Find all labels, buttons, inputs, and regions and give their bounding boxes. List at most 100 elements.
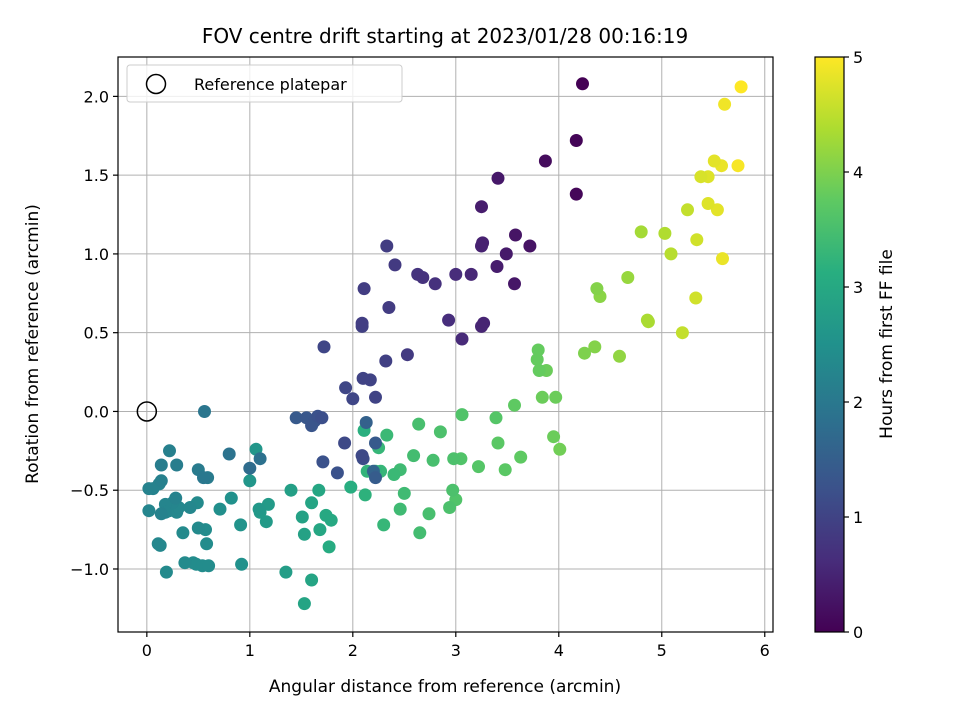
- data-point: [317, 340, 331, 354]
- data-point: [718, 97, 732, 111]
- data-point: [252, 502, 266, 516]
- data-point: [253, 452, 267, 466]
- data-point: [508, 398, 521, 412]
- data-point: [447, 452, 461, 466]
- data-point: [369, 471, 382, 485]
- data-point: [701, 197, 715, 210]
- y-tick-label: 2.0: [84, 87, 109, 106]
- data-point: [159, 565, 173, 579]
- chart-title: FOV centre drift starting at 2023/01/28 …: [202, 24, 688, 48]
- data-point: [369, 436, 382, 450]
- data-point: [393, 502, 407, 516]
- colorbar-tick-label: 0: [853, 623, 863, 642]
- data-point: [284, 483, 298, 497]
- x-tick-label: 2: [348, 641, 358, 660]
- data-point: [509, 228, 522, 242]
- data-point: [588, 340, 602, 354]
- data-point: [499, 247, 513, 261]
- data-point: [224, 491, 238, 505]
- data-point: [154, 507, 168, 521]
- data-point: [297, 597, 311, 611]
- legend: Reference platepar: [126, 64, 403, 103]
- data-point: [690, 233, 704, 247]
- data-point: [508, 277, 521, 291]
- data-point: [491, 436, 505, 450]
- data-point: [169, 491, 183, 505]
- data-point: [578, 346, 591, 360]
- data-point: [491, 171, 505, 185]
- data-point: [658, 226, 672, 240]
- data-point: [339, 381, 353, 395]
- data-point: [734, 80, 748, 94]
- data-point: [183, 501, 197, 514]
- x-tick-label: 6: [760, 641, 770, 660]
- x-tick-label: 1: [245, 641, 255, 660]
- data-point: [259, 515, 273, 529]
- data-point: [154, 474, 168, 488]
- data-point: [380, 239, 394, 253]
- data-point: [313, 523, 327, 537]
- data-point: [576, 77, 589, 91]
- data-point: [689, 291, 703, 305]
- data-point: [476, 236, 490, 250]
- data-point: [549, 390, 563, 404]
- data-point: [235, 557, 249, 571]
- reference-marker: [136, 401, 158, 422]
- data-point: [222, 447, 236, 461]
- grid-lines: [118, 57, 773, 632]
- data-point: [397, 486, 411, 500]
- data-point: [449, 267, 463, 281]
- data-point: [380, 428, 394, 442]
- data-point: [202, 559, 216, 573]
- data-point: [400, 348, 414, 362]
- data-point: [305, 573, 319, 587]
- colorbar-ticks: 0 1 2 3 4 5: [844, 48, 863, 642]
- data-point: [490, 260, 504, 273]
- data-point: [710, 203, 724, 217]
- data-point: [379, 354, 393, 368]
- data-point: [153, 538, 167, 552]
- data-point: [176, 526, 190, 540]
- data-point: [178, 556, 192, 570]
- x-tick-label: 0: [142, 641, 152, 660]
- data-point: [590, 282, 604, 296]
- x-tick-label: 3: [451, 641, 461, 660]
- data-point: [426, 453, 440, 467]
- data-point: [569, 134, 583, 147]
- x-tick-label: 4: [554, 641, 564, 660]
- colorbar-label: Hours from first FF file: [877, 249, 897, 439]
- data-point: [442, 313, 456, 327]
- y-tick-label: 0.5: [84, 324, 109, 343]
- data-point: [279, 565, 293, 579]
- data-point: [664, 247, 678, 261]
- data-point: [312, 483, 326, 497]
- data-point: [330, 466, 344, 480]
- data-point: [355, 449, 369, 463]
- data-point: [358, 488, 372, 502]
- data-point: [163, 444, 176, 458]
- colorbar-tick-label: 1: [853, 508, 863, 527]
- data-point: [731, 159, 745, 173]
- colorbar-tick-label: 4: [853, 163, 863, 182]
- data-point: [243, 474, 257, 488]
- data-point: [305, 496, 319, 510]
- colorbar-frame: [814, 56, 845, 633]
- y-tick-label: 1.0: [84, 245, 109, 264]
- data-point: [197, 471, 210, 485]
- data-point: [523, 239, 537, 253]
- colorbar-tick-label: 3: [853, 278, 863, 297]
- legend-box: [126, 64, 403, 103]
- data-point: [675, 326, 689, 340]
- y-tick-label: 1.5: [84, 166, 109, 185]
- data-point: [359, 416, 373, 429]
- data-point: [324, 513, 338, 527]
- colorbar-gradient: [815, 57, 844, 632]
- data-point: [377, 518, 391, 532]
- plot-frame: [117, 56, 774, 633]
- data-point: [322, 540, 336, 554]
- data-point: [357, 282, 371, 296]
- data-point: [634, 225, 648, 239]
- data-point: [553, 442, 567, 456]
- y-axis-label: Rotation from reference (arcmin): [23, 204, 43, 484]
